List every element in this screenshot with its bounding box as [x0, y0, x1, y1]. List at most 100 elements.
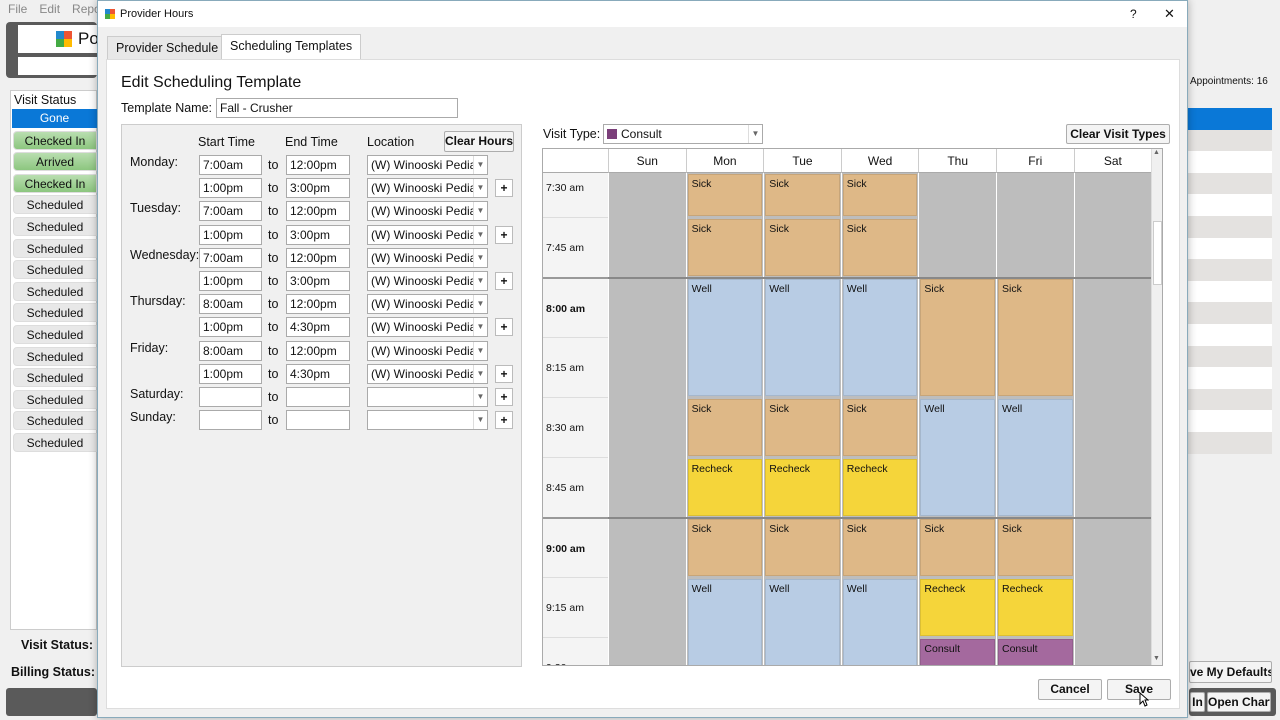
check-in-button[interactable]: In	[1190, 692, 1205, 712]
location-dropdown[interactable]: (W) Winooski Pedia ▼	[367, 271, 488, 291]
start-time-input[interactable]: 8:00am	[199, 340, 262, 361]
end-time-input[interactable]: 12:00pm	[286, 294, 350, 315]
visit-status-item[interactable]: Scheduled	[13, 325, 97, 344]
appointment-row[interactable]	[1188, 108, 1272, 130]
appointment-row[interactable]	[1188, 194, 1272, 216]
start-time-input[interactable]: 7:00am	[199, 155, 262, 175]
appointment-row[interactable]	[1188, 388, 1272, 411]
visit-type-block[interactable]: Well	[998, 399, 1073, 516]
visit-type-block[interactable]: Recheck	[765, 459, 840, 516]
start-time-input[interactable]: 1:00pm	[199, 363, 262, 384]
location-dropdown[interactable]: (W) Winooski Pedia ▼	[367, 294, 488, 315]
visit-type-block[interactable]: Sick	[687, 519, 763, 576]
visit-type-block[interactable]: Sick	[687, 174, 763, 216]
scroll-up-icon[interactable]: ▲	[1153, 149, 1160, 156]
day-column[interactable]	[608, 173, 686, 665]
scrollbar[interactable]: ▲ ▼	[1151, 149, 1162, 665]
start-time-input[interactable]: 7:00am	[199, 201, 262, 222]
appointment-row[interactable]	[1188, 324, 1272, 346]
end-time-input[interactable]: 3:00pm	[286, 178, 350, 199]
visit-type-dropdown[interactable]: Consult ▼	[603, 124, 763, 144]
end-time-input[interactable]: 3:00pm	[286, 224, 350, 245]
end-time-input[interactable]: 4:30pm	[286, 317, 350, 338]
location-dropdown[interactable]: (W) Winooski Pedia ▼	[367, 224, 488, 245]
add-hours-button[interactable]: +	[495, 272, 513, 290]
open-chart-button[interactable]: Open Chart	[1207, 692, 1271, 712]
visit-status-item[interactable]: Scheduled	[13, 368, 97, 388]
appointment-row[interactable]	[1188, 432, 1272, 454]
visit-status-item[interactable]: Scheduled	[13, 238, 97, 258]
visit-type-block[interactable]: Sick	[920, 519, 995, 576]
appointment-row[interactable]	[1188, 302, 1272, 324]
appointment-row[interactable]	[1188, 151, 1272, 173]
help-button[interactable]: ?	[1130, 7, 1137, 21]
visit-type-block[interactable]: Well	[765, 279, 840, 396]
visit-type-block[interactable]: Sick	[920, 279, 995, 396]
visit-status-item[interactable]: Scheduled	[13, 433, 97, 452]
location-dropdown[interactable]: (W) Winooski Pedia ▼	[367, 201, 488, 222]
visit-type-block[interactable]: Well	[765, 579, 840, 665]
visit-type-block[interactable]: Sick	[842, 519, 918, 576]
end-time-input[interactable]: 12:00pm	[286, 340, 350, 361]
visit-type-block[interactable]: Recheck	[687, 459, 763, 516]
visit-type-block[interactable]: Sick	[765, 519, 840, 576]
clear-visit-types-button[interactable]: Clear Visit Types	[1066, 124, 1170, 144]
visit-type-block[interactable]: Well	[687, 579, 763, 665]
location-dropdown[interactable]: (W) Winooski Pedia ▼	[367, 155, 488, 175]
visit-status-item[interactable]: Scheduled	[13, 303, 97, 323]
visit-type-block[interactable]: Consult	[998, 639, 1073, 665]
start-time-input[interactable]: 1:00pm	[199, 224, 262, 245]
location-dropdown[interactable]: (W) Winooski Pedia ▼	[367, 178, 488, 199]
end-time-input[interactable]	[286, 410, 350, 431]
appointment-row[interactable]	[1188, 259, 1272, 281]
visit-type-block[interactable]: Sick	[842, 219, 918, 276]
end-time-input[interactable]	[286, 387, 350, 407]
menu-item[interactable]: Repo	[72, 2, 97, 16]
visit-status-item[interactable]: Scheduled	[13, 195, 97, 215]
add-hours-button[interactable]: +	[495, 318, 513, 337]
visit-status-item[interactable]: Scheduled	[13, 217, 97, 236]
cancel-button[interactable]: Cancel	[1038, 679, 1102, 700]
start-time-input[interactable]: 1:00pm	[199, 271, 262, 291]
tab-provider-schedule[interactable]: Provider Schedule	[107, 36, 228, 60]
clear-hours-button[interactable]: Clear Hours	[444, 131, 514, 152]
add-hours-button[interactable]: +	[495, 388, 513, 406]
save-button[interactable]: Save	[1107, 679, 1171, 700]
visit-status-item[interactable]: Checked In	[13, 130, 97, 150]
visit-status-item[interactable]: Gone	[12, 109, 97, 128]
end-time-input[interactable]: 12:00pm	[286, 247, 350, 268]
visit-status-item[interactable]: Scheduled	[13, 260, 97, 280]
appointment-row[interactable]	[1188, 172, 1272, 195]
visit-type-block[interactable]: Well	[920, 399, 995, 516]
appointment-row[interactable]	[1188, 280, 1272, 303]
end-time-input[interactable]: 12:00pm	[286, 201, 350, 222]
visit-status-item[interactable]: Checked In	[13, 173, 97, 193]
visit-type-block[interactable]: Recheck	[842, 459, 918, 516]
visit-type-block[interactable]: Sick	[842, 399, 918, 456]
end-time-input[interactable]: 3:00pm	[286, 271, 350, 291]
visit-type-block[interactable]: Sick	[687, 399, 763, 456]
visit-type-block[interactable]: Sick	[998, 279, 1073, 396]
location-dropdown[interactable]: ▼	[367, 387, 488, 407]
visit-type-block[interactable]: Recheck	[998, 579, 1073, 636]
visit-type-block[interactable]: Consult	[920, 639, 995, 665]
visit-type-block[interactable]: Sick	[765, 219, 840, 276]
scroll-thumb[interactable]	[1153, 221, 1162, 285]
add-hours-button[interactable]: +	[495, 225, 513, 244]
location-dropdown[interactable]: (W) Winooski Pedia ▼	[367, 340, 488, 361]
appointment-row[interactable]	[1188, 129, 1272, 152]
start-time-input[interactable]: 8:00am	[199, 294, 262, 315]
menu-item[interactable]: File	[8, 2, 28, 16]
visit-type-block[interactable]: Sick	[842, 174, 918, 216]
appointment-row[interactable]	[1188, 345, 1272, 368]
tab-scheduling-templates[interactable]: Scheduling Templates	[221, 34, 362, 60]
visit-type-block[interactable]: Sick	[998, 519, 1073, 576]
start-time-input[interactable]: 1:00pm	[199, 317, 262, 338]
visit-status-item[interactable]: Scheduled	[13, 389, 97, 409]
visit-status-item[interactable]: Scheduled	[13, 346, 97, 366]
visit-type-block[interactable]: Well	[842, 279, 918, 396]
appointment-row[interactable]	[1188, 237, 1272, 260]
start-time-input[interactable]	[199, 387, 262, 407]
save-my-defaults-button[interactable]: ve My Defaults	[1189, 661, 1272, 683]
location-dropdown[interactable]: (W) Winooski Pedia ▼	[367, 317, 488, 338]
